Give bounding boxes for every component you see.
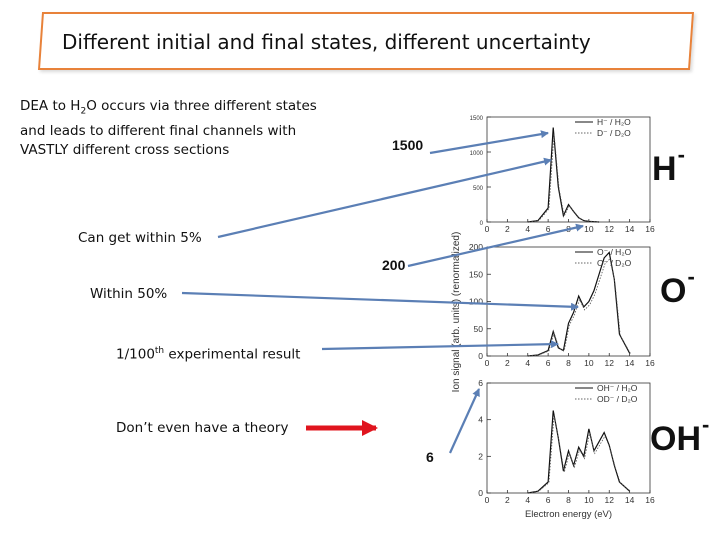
annotation-1500: 1500 xyxy=(392,137,424,153)
x-tick-label: 10 xyxy=(584,224,594,234)
intro-text-post: O occurs via three different states and … xyxy=(20,98,317,158)
y-tick-label: 500 xyxy=(473,186,484,192)
series-line-secondary xyxy=(528,257,631,357)
legend-label: D⁻ / D₂O xyxy=(597,128,631,138)
legend-label: OH⁻ / H₂O xyxy=(597,383,638,393)
pointer-arrow xyxy=(407,223,584,268)
x-tick-label: 14 xyxy=(625,358,635,368)
pointer-arrow xyxy=(181,291,579,311)
ion-label-h-text: H xyxy=(652,150,677,188)
intro-paragraph: DEA to H2O occurs via three different st… xyxy=(20,97,340,160)
y-tick-label: 150 xyxy=(469,269,483,279)
row-label-within-5: Can get within 5% xyxy=(78,230,202,246)
x-tick-label: 14 xyxy=(625,224,635,234)
pointer-arrow xyxy=(321,340,559,351)
ion-label-oh-charge: - xyxy=(702,412,710,437)
y-tick-label: 0 xyxy=(478,488,483,498)
series-line-secondary xyxy=(528,415,631,494)
x-tick-label: 0 xyxy=(485,495,490,505)
x-tick-label: 6 xyxy=(546,358,551,368)
annotation-200: 200 xyxy=(382,257,406,273)
x-tick-label: 2 xyxy=(505,495,510,505)
y-tick-label: 200 xyxy=(469,242,483,252)
x-tick-label: 4 xyxy=(525,224,530,234)
legend-label: H⁻ / H₂O xyxy=(597,117,631,127)
y-tick-label: 0 xyxy=(478,351,483,361)
x-tick-label: 16 xyxy=(645,358,655,368)
x-tick-label: 10 xyxy=(584,358,594,368)
pointer-arrow xyxy=(429,130,549,155)
ion-label-oh: OH- xyxy=(650,412,709,459)
x-tick-label: 10 xyxy=(584,495,594,505)
row3-sup: th xyxy=(154,346,165,356)
slide-title: Different initial and final states, diff… xyxy=(62,30,591,54)
ion-label-o: O- xyxy=(660,264,695,311)
x-tick-label: 2 xyxy=(505,358,510,368)
y-tick-label: 100 xyxy=(469,297,483,307)
x-tick-label: 12 xyxy=(605,224,615,234)
y-tick-label: 4 xyxy=(478,415,483,425)
ion-label-o-text: O xyxy=(660,272,687,310)
x-tick-label: 6 xyxy=(546,224,551,234)
x-tick-label: 0 xyxy=(485,224,490,234)
y-tick-label: 1000 xyxy=(470,151,484,157)
row3-pre: 1/100 xyxy=(116,346,155,363)
pointer-arrow xyxy=(217,157,552,239)
x-tick-label: 16 xyxy=(645,224,655,234)
series-line-primary xyxy=(527,127,600,223)
x-tick-label: 14 xyxy=(625,495,635,505)
intro-text-pre: DEA to H xyxy=(20,98,81,114)
series-line-secondary xyxy=(528,133,600,223)
ion-label-h: H- xyxy=(652,142,685,189)
x-tick-label: 12 xyxy=(605,358,615,368)
series-line-primary xyxy=(527,251,631,357)
row-label-no-theory: Don’t even have a theory xyxy=(116,420,289,436)
y-axis-label: Ion signal (arb. units) (renormalized) xyxy=(451,232,462,393)
row-label-within-50: Within 50% xyxy=(90,286,168,302)
x-tick-label: 0 xyxy=(485,358,490,368)
intro-subscript: 2 xyxy=(80,106,87,117)
row-label-1-100: 1/100th experimental result xyxy=(116,342,300,365)
ion-label-o-charge: - xyxy=(687,264,695,289)
legend-label: O⁻ / H₂O xyxy=(597,247,632,257)
ion-label-h-charge: - xyxy=(677,142,685,167)
legend-label: O⁻ / D₂O xyxy=(597,258,632,268)
y-tick-label: 0 xyxy=(480,221,484,227)
x-tick-label: 8 xyxy=(566,358,571,368)
x-tick-label: 2 xyxy=(505,224,510,234)
x-tick-label: 4 xyxy=(525,358,530,368)
pointer-arrow xyxy=(448,388,481,454)
x-tick-label: 8 xyxy=(566,495,571,505)
x-tick-label: 12 xyxy=(605,495,615,505)
row3-post: experimental result xyxy=(164,346,301,363)
annotation-6: 6 xyxy=(426,449,434,465)
x-tick-label: 6 xyxy=(546,495,551,505)
x-tick-label: 4 xyxy=(525,495,530,505)
y-tick-label: 50 xyxy=(474,324,484,334)
pointer-arrows xyxy=(181,130,584,454)
x-tick-label: 16 xyxy=(645,495,655,505)
y-tick-label: 1500 xyxy=(470,116,484,122)
legend-label: OD⁻ / D₂O xyxy=(597,394,638,404)
y-tick-label: 2 xyxy=(478,451,483,461)
y-tick-label: 6 xyxy=(478,378,483,388)
ion-label-oh-text: OH xyxy=(650,420,701,458)
x-axis-label: Electron energy (eV) xyxy=(525,509,612,520)
